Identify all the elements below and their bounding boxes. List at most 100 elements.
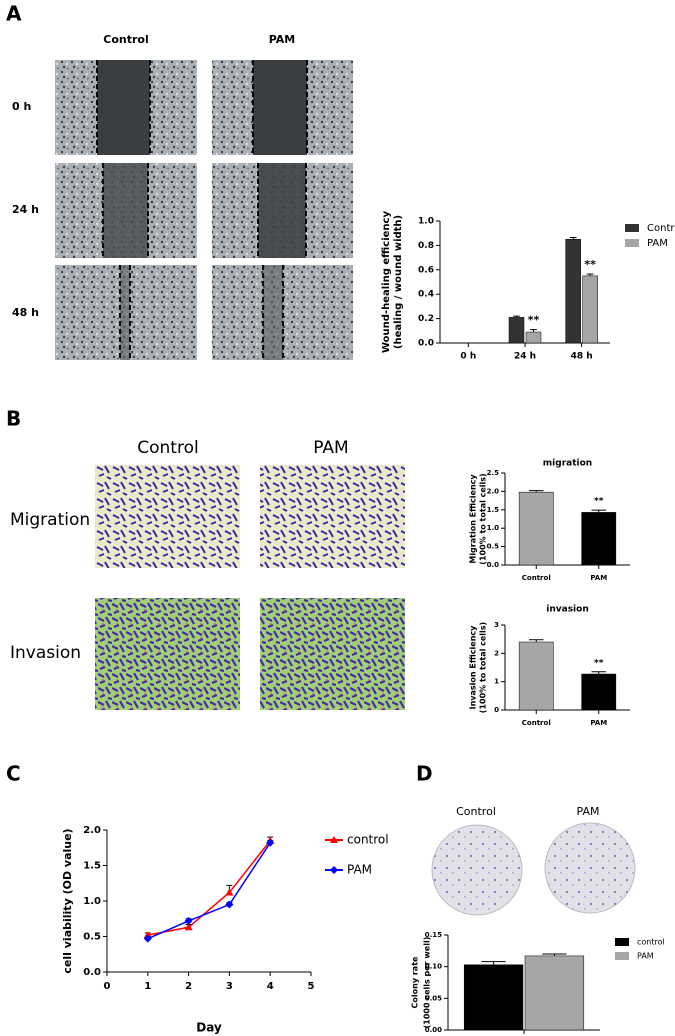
- y-tick-label: 0.5: [487, 543, 500, 551]
- column-header: Control: [456, 805, 496, 818]
- y-tick-label: 1.0: [83, 896, 101, 907]
- legend-swatch: [615, 938, 629, 946]
- chart-title: invasion: [546, 605, 588, 615]
- bar: [581, 673, 617, 711]
- colony-dishes: [431, 822, 636, 916]
- y-axis-label: Migration Efficiency: [469, 474, 478, 564]
- significance: **: [594, 497, 604, 507]
- legend-swatch: [625, 224, 639, 232]
- bar: [508, 317, 525, 344]
- column-header: Control: [137, 438, 198, 458]
- x-tick-label: 24 h: [514, 352, 536, 362]
- y-tick-label: 0.8: [418, 241, 434, 251]
- y-tick-label: 0.00: [425, 1026, 442, 1034]
- point: [184, 916, 193, 925]
- bar: [565, 239, 581, 344]
- x-tick-label: Control: [522, 574, 551, 582]
- row-label: Migration: [10, 510, 90, 530]
- bar: [525, 331, 542, 344]
- x-tick-label: 1: [144, 981, 151, 992]
- bar: [518, 491, 554, 566]
- x-tick-label: 3: [226, 981, 233, 992]
- y-tick-label: 0.6: [418, 265, 434, 275]
- y-tick-label: 3: [494, 621, 499, 629]
- column-header: PAM: [269, 33, 296, 46]
- y-tick-label: 0.10: [425, 963, 442, 971]
- legend-swatch: [615, 952, 629, 960]
- legend-swatch: [625, 239, 639, 247]
- significance: **: [584, 258, 596, 271]
- point: [184, 923, 193, 931]
- y-tick-label: 1.0: [418, 217, 434, 227]
- x-tick-label: PAM: [590, 719, 607, 727]
- micrographs-b: [95, 465, 405, 710]
- legend-marker: [330, 866, 338, 874]
- legend-label: PAM: [347, 863, 372, 877]
- y-tick-label: 2.0: [487, 487, 500, 495]
- y-tick-label: 2: [494, 649, 499, 657]
- y-tick-label: 0: [494, 706, 499, 714]
- line: [147, 842, 271, 940]
- legend-label: control: [637, 938, 665, 947]
- row-label: Invasion: [10, 643, 81, 663]
- y-tick-label: 2.0: [83, 825, 101, 836]
- y-axis-label: Wound-healing efficiency: [381, 211, 392, 353]
- panel-letter: B: [6, 407, 21, 431]
- point: [225, 888, 234, 896]
- point: [143, 934, 152, 943]
- y-tick-label: 2.5: [487, 469, 500, 477]
- micrographs-a: [55, 60, 353, 360]
- x-tick-label: 4: [267, 981, 274, 992]
- bar: [524, 955, 585, 1031]
- y-tick-label: 1.5: [83, 861, 101, 872]
- y-axis-label: cell viability (OD value): [61, 828, 74, 973]
- x-tick-label: 48 h: [571, 352, 593, 362]
- y-tick-label: 1.5: [487, 506, 500, 514]
- y-tick-label: 1: [494, 678, 499, 686]
- y-axis-label: (100% to total cells): [479, 473, 488, 564]
- panel-letter: D: [416, 762, 433, 786]
- row-label: 24 h: [12, 203, 39, 216]
- bar: [518, 641, 554, 711]
- row-label: 0 h: [12, 100, 31, 113]
- significance: **: [528, 314, 540, 327]
- column-header: PAM: [577, 805, 600, 818]
- y-tick-label: 0.05: [425, 994, 442, 1002]
- y-axis-label: (healing / wound width): [393, 215, 404, 349]
- bar: [581, 512, 617, 566]
- panel-letter: A: [6, 2, 22, 26]
- y-axis-label: Colony rate: [411, 956, 420, 1008]
- y-tick-label: 0.5: [83, 932, 101, 943]
- y-tick-label: 0.0: [418, 339, 434, 349]
- x-tick-label: 0 h: [460, 352, 476, 362]
- x-tick-label: 0: [104, 981, 111, 992]
- legend-label: PAM: [647, 238, 668, 249]
- legend-label: control: [347, 833, 389, 847]
- bar: [463, 964, 524, 1031]
- legend-marker: [330, 836, 338, 843]
- y-axis-label: (100% to total cells): [479, 622, 488, 713]
- line: [147, 840, 271, 936]
- x-tick-label: PAM: [590, 574, 607, 582]
- x-tick-label: 2: [185, 981, 192, 992]
- x-tick-label: Control: [522, 719, 551, 727]
- x-axis-label: Day: [196, 1021, 222, 1035]
- y-tick-label: 0.0: [83, 967, 101, 978]
- column-header: PAM: [313, 438, 348, 458]
- x-tick-label: 5: [308, 981, 315, 992]
- point: [266, 838, 275, 847]
- significance: **: [594, 658, 604, 668]
- panel-letter: C: [6, 762, 21, 786]
- y-tick-label: 0.15: [425, 931, 442, 939]
- row-label: 48 h: [12, 306, 39, 319]
- point: [143, 931, 152, 939]
- y-tick-label: 1.0: [487, 524, 500, 532]
- legend-label: Control: [647, 223, 675, 234]
- column-header: Control: [103, 33, 148, 46]
- y-axis-label: Invasion Efficiency: [469, 625, 478, 710]
- y-tick-label: 0.4: [418, 290, 434, 300]
- y-tick-label: 0.0: [487, 561, 500, 569]
- y-tick-label: 0.2: [418, 314, 434, 324]
